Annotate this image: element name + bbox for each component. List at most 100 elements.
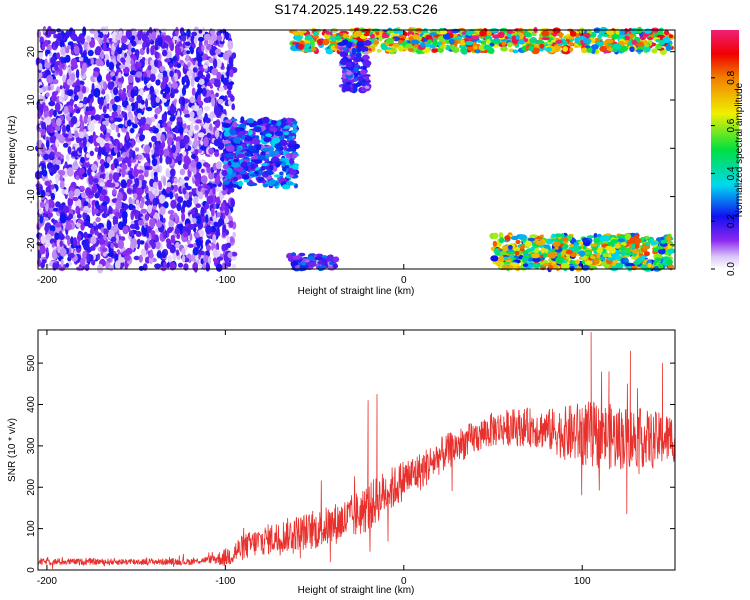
spectrogram-cell-r0 — [69, 98, 74, 107]
spectrogram-cell-r0 — [98, 38, 103, 46]
spectrogram-cell-r0 — [174, 228, 180, 235]
spectrogram-cell-r0 — [126, 104, 133, 112]
snr-x-label: Height of straight line (km) — [298, 585, 415, 596]
spectrogram-cell-r0 — [46, 44, 52, 51]
spectrogram-cell-r4 — [650, 241, 658, 246]
spectrogram-cell-r3 — [346, 41, 353, 48]
spectrogram-cell-r0 — [96, 253, 101, 261]
spectrogram-y-tick-label: 0 — [26, 145, 37, 151]
spectrogram-cell-r0 — [64, 188, 69, 195]
spectrogram-cell-r0 — [172, 251, 177, 261]
snr-y-tick-label: 500 — [26, 354, 37, 371]
spectrogram-cell-r0 — [70, 73, 76, 81]
spectrogram-cell-r0 — [212, 234, 217, 245]
spectrogram-cell-r0 — [132, 150, 136, 160]
spectrogram-cell-r2 — [425, 34, 433, 40]
spectrogram-cell-r4 — [552, 241, 561, 247]
spectrogram-cell-r0 — [94, 192, 100, 199]
spectrogram-cell-r0 — [59, 40, 65, 49]
spectrogram-cell-r1 — [257, 177, 265, 182]
spectrogram-cell-r1 — [273, 161, 283, 164]
spectrogram-cell-r2 — [292, 31, 301, 36]
spectrogram-cell-r0 — [82, 250, 87, 261]
spectrogram-cell-r0 — [101, 89, 106, 95]
spectrogram-cell-r4 — [615, 254, 621, 260]
spectrogram-cell-r2 — [541, 30, 550, 37]
spectrogram-cell-r0 — [129, 127, 135, 134]
spectrogram-cell-r4 — [596, 233, 602, 238]
spectrogram-cell-r0 — [126, 84, 134, 91]
spectrogram-cell-r0 — [145, 192, 149, 201]
spectrogram-cell-r0 — [150, 66, 157, 75]
spectrogram-cell-r0 — [75, 69, 80, 79]
spectrogram-cell-r0 — [139, 134, 145, 142]
spectrogram-cell-r1 — [264, 170, 274, 176]
spectrogram-x-tick-label: -100 — [215, 275, 235, 286]
spectrogram-cell-r2 — [583, 38, 592, 44]
spectrogram-cell-r0 — [36, 29, 42, 39]
spectrogram-cell-r1 — [270, 127, 278, 132]
spectrogram-cell-r0 — [65, 222, 73, 231]
spectrogram-cell-r0 — [153, 102, 160, 107]
spectrogram-cell-r0 — [187, 223, 195, 230]
spectrogram-cell-r0 — [221, 190, 227, 196]
spectrogram-cell-r0 — [215, 263, 223, 272]
spectrogram-cell-r0 — [175, 241, 180, 249]
spectrogram-cell-r0 — [50, 192, 55, 201]
spectrogram-cell-r0 — [202, 262, 206, 271]
spectrogram-cell-r0 — [158, 194, 166, 204]
spectrogram-cell-r0 — [56, 52, 61, 59]
spectrogram-cell-r0 — [127, 159, 132, 168]
spectrogram-cell-r2 — [521, 45, 526, 51]
spectrogram-cell-r2 — [665, 44, 672, 52]
spectrogram-cell-r0 — [117, 132, 121, 138]
spectrogram-cell-r2 — [439, 45, 445, 49]
spectrogram-cell-r0 — [195, 60, 199, 69]
spectrogram-cell-r0 — [206, 132, 212, 138]
spectrogram-cell-r0 — [127, 50, 132, 56]
spectrogram-cell-r1 — [271, 137, 281, 144]
spectrogram-cell-r0 — [176, 155, 182, 162]
spectrogram-cell-r0 — [136, 62, 142, 67]
spectrogram-cell-r0 — [141, 116, 147, 125]
spectrogram-cell-r0 — [83, 231, 88, 239]
spectrogram-cell-r0 — [192, 262, 199, 272]
spectrogram-cell-r2 — [490, 39, 495, 43]
spectrogram-cell-r0 — [136, 169, 144, 174]
spectrogram-cell-r0 — [99, 195, 105, 202]
spectrogram-cell-r0 — [140, 99, 145, 105]
spectrogram-cell-r2 — [658, 40, 665, 45]
spectrogram-cell-r0 — [213, 138, 221, 147]
spectrogram-cell-r0 — [80, 156, 85, 164]
spectrogram-cell-r4 — [657, 262, 664, 270]
spectrogram-cell-r0 — [215, 227, 220, 237]
spectrogram-cell-r0 — [55, 151, 62, 157]
spectrogram-cell-r0 — [187, 243, 195, 248]
spectrogram-cell-r0 — [155, 241, 161, 250]
colorbar: 0.00.20.40.60.8 Normalized spectral ampl… — [711, 30, 745, 276]
spectrogram-cell-r0 — [72, 237, 78, 247]
spectrogram-cell-r0 — [229, 220, 234, 228]
spectrogram-cell-r0 — [146, 106, 153, 112]
spectrogram-cell-r0 — [95, 46, 102, 56]
spectrogram-cell-r0 — [199, 145, 207, 151]
spectrogram-cell-r0 — [105, 171, 109, 182]
spectrogram-cell-r0 — [212, 186, 216, 195]
spectrogram-cell-r0 — [194, 132, 198, 143]
spectrogram-cell-r0 — [108, 264, 114, 272]
spectrogram-cell-r0 — [213, 78, 219, 87]
spectrogram-cell-r0 — [81, 52, 87, 58]
spectrogram-cell-r2 — [562, 46, 569, 52]
spectrogram-cell-r1 — [238, 123, 247, 128]
spectrogram-cell-r0 — [96, 74, 102, 83]
spectrogram-cell-r0 — [112, 172, 120, 182]
spectrogram-cell-r0 — [63, 133, 69, 138]
spectrogram-cell-r0 — [209, 84, 213, 89]
spectrogram-cell-r0 — [153, 171, 158, 177]
spectrogram-cell-r0 — [120, 57, 126, 63]
spectrogram-cell-r0 — [154, 234, 159, 243]
spectrogram-cell-r4 — [504, 235, 511, 241]
spectrogram-cell-r0 — [58, 170, 66, 176]
spectrogram-cell-r0 — [39, 215, 44, 224]
spectrogram-cell-r2 — [442, 32, 452, 40]
